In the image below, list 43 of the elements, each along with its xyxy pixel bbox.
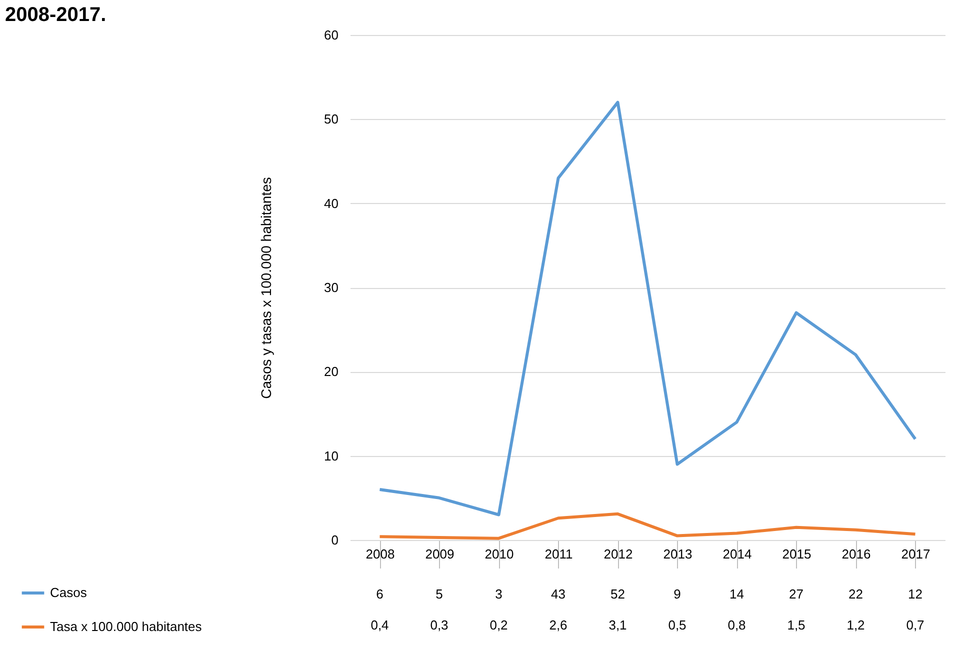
line-series — [378, 100, 917, 516]
y-tick-label: 0 — [331, 532, 338, 548]
x-tick-label: 2016 — [842, 546, 871, 562]
data-label: 0,4 — [370, 618, 389, 632]
data-label: 0,5 — [668, 618, 686, 632]
data-label: 0,8 — [728, 618, 746, 632]
data-label: 2,6 — [549, 618, 568, 632]
x-tick-label: 2015 — [782, 546, 812, 562]
y-tick-label: 10 — [324, 448, 338, 464]
y-tick-label: 50 — [324, 112, 338, 127]
x-tick-label: 2009 — [425, 546, 454, 562]
legend-label: Casos — [50, 585, 88, 600]
data-label: 1,2 — [846, 618, 865, 632]
x-tick-label: 2012 — [604, 546, 633, 562]
data-label: 52 — [610, 586, 625, 602]
data-label: 0,7 — [906, 618, 924, 632]
x-tick-label: 2008 — [366, 546, 395, 562]
y-tick-label: 30 — [324, 280, 338, 295]
x-tick-label: 2010 — [484, 546, 514, 562]
data-label: 3 — [495, 586, 502, 602]
y-tick-label: 20 — [324, 364, 338, 380]
data-label: 6 — [376, 586, 384, 602]
data-label: 3,1 — [608, 618, 627, 632]
y-tick-label: 40 — [324, 196, 338, 211]
x-tick-label: 2017 — [901, 546, 930, 562]
data-label: 0,3 — [430, 618, 448, 632]
y-tick-label: 60 — [324, 28, 338, 42]
data-label: 1,5 — [787, 618, 806, 632]
data-label: 9 — [674, 586, 681, 602]
data-label: 43 — [551, 586, 566, 602]
data-label: 22 — [848, 586, 863, 602]
legend-label: Tasa x 100.000 habitantes — [50, 619, 202, 634]
data-label: 14 — [730, 586, 744, 602]
data-label: 0,2 — [490, 618, 508, 632]
data-label: 27 — [789, 586, 804, 602]
x-tick-label: 2011 — [544, 546, 573, 562]
line-series — [378, 512, 917, 540]
x-tick-label: 2014 — [722, 546, 752, 562]
data-label: 12 — [908, 586, 922, 602]
x-tick-label: 2013 — [663, 546, 692, 562]
text: 2008-2017. — [5, 4, 106, 26]
y-axis-title: Casos y tasas x 100.000 habitantes — [258, 177, 274, 399]
data-label: 5 — [436, 586, 443, 602]
